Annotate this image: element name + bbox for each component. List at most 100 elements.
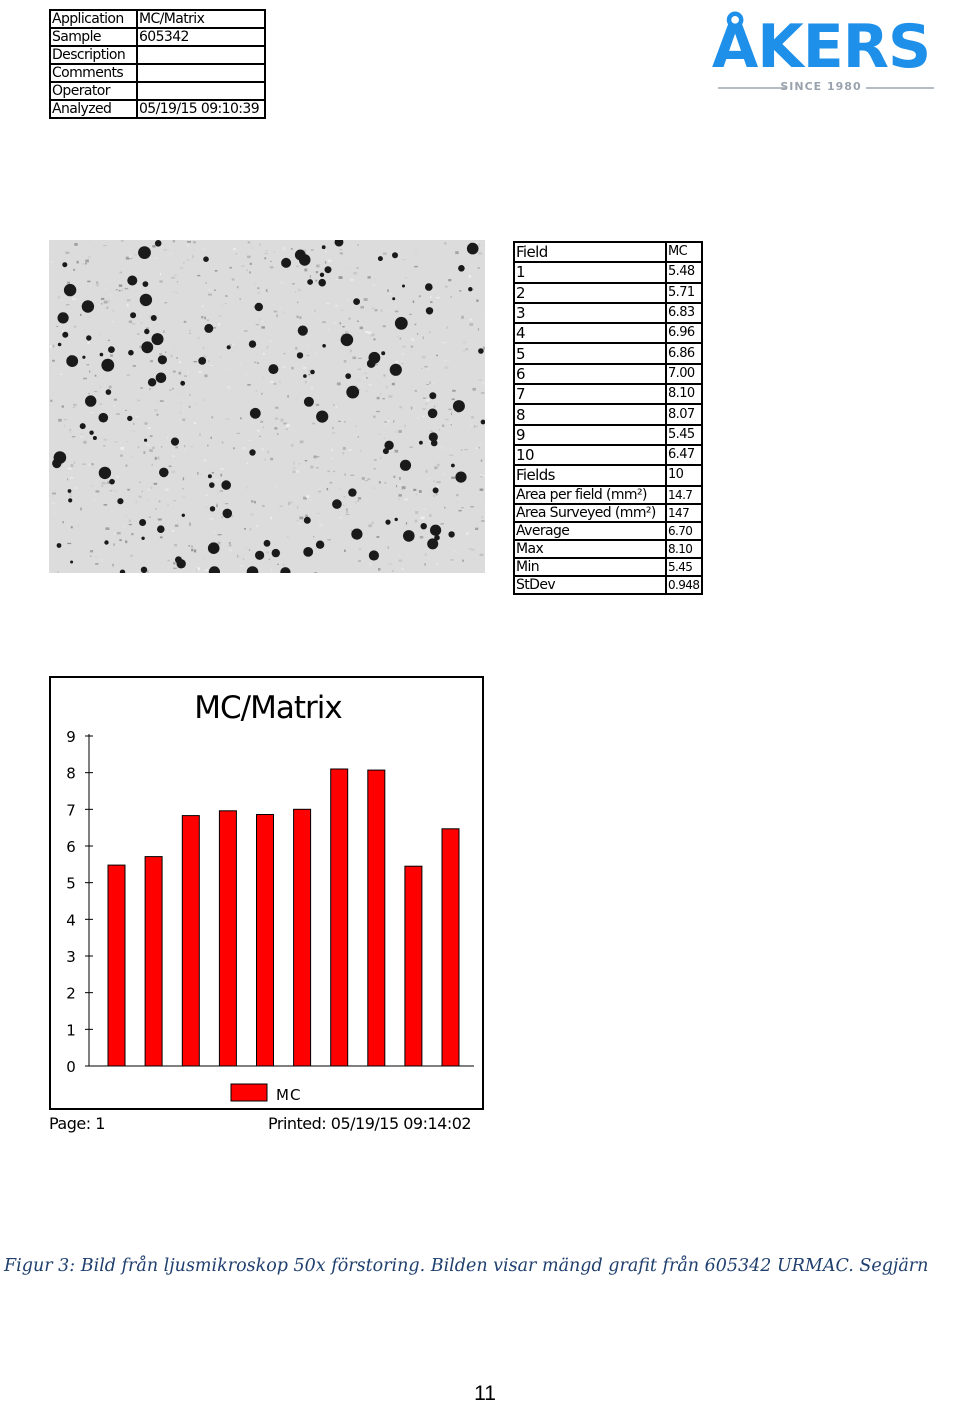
matrix-speckle [338, 488, 341, 489]
matrix-speckle [317, 513, 321, 514]
matrix-speckle [159, 353, 162, 354]
matrix-speckle [358, 369, 361, 370]
graphite-nodule [430, 525, 441, 536]
matrix-speckle [392, 383, 395, 386]
graphite-nodule [151, 315, 157, 321]
matrix-speckle [326, 303, 330, 305]
matrix-speckle [52, 493, 56, 495]
matrix-speckle [77, 525, 81, 527]
matrix-speckle [136, 416, 138, 417]
matrix-speckle [67, 543, 71, 544]
matrix-speckle [112, 321, 115, 323]
matrix-speckle [364, 298, 368, 301]
sample-info-label: Sample [50, 28, 137, 46]
matrix-speckle [70, 480, 71, 482]
matrix-speckle [398, 499, 400, 500]
matrix-speckle [448, 409, 451, 411]
matrix-speckle [116, 413, 120, 414]
graphite-nodule [227, 345, 231, 349]
matrix-speckle [362, 477, 365, 480]
matrix-speckle [331, 449, 333, 452]
results-label: Field [514, 242, 666, 262]
graphite-nodule [369, 550, 379, 560]
graphite-nodule [68, 489, 72, 493]
graphite-nodule [385, 520, 390, 525]
matrix-speckle [333, 471, 335, 472]
figure-caption: Figur 3: Bild från ljusmikroskop 50x för… [4, 1256, 928, 1276]
matrix-speckle [117, 532, 121, 534]
matrix-speckle [417, 333, 418, 335]
matrix-speckle [266, 552, 269, 554]
matrix-speckle [415, 390, 417, 392]
matrix-speckle [109, 386, 112, 389]
graphite-nodule [402, 285, 405, 288]
matrix-speckle [279, 380, 280, 383]
matrix-speckle [365, 480, 369, 481]
matrix-speckle [236, 253, 237, 254]
matrix-speckle [358, 497, 361, 499]
graphite-nodule [421, 523, 427, 529]
matrix-speckle [264, 459, 265, 461]
matrix-speckle [91, 463, 94, 465]
matrix-speckle [197, 337, 199, 339]
matrix-speckle [74, 462, 76, 465]
matrix-speckle [268, 451, 269, 454]
matrix-speckle [419, 295, 421, 297]
matrix-speckle [363, 378, 365, 380]
matrix-speckle [295, 347, 297, 350]
matrix-speckle [435, 378, 438, 380]
matrix-speckle [149, 517, 151, 518]
matrix-speckle [370, 564, 372, 565]
results-label: 7 [514, 384, 666, 404]
matrix-speckle [90, 556, 92, 557]
matrix-speckle [180, 267, 183, 270]
matrix-speckle [240, 299, 241, 300]
matrix-speckle [173, 500, 176, 501]
matrix-speckle [229, 267, 232, 269]
matrix-speckle [62, 406, 64, 408]
graphite-nodule [316, 411, 328, 423]
matrix-speckle [484, 245, 485, 247]
matrix-speckle [350, 475, 354, 476]
matrix-speckle [65, 252, 69, 254]
y-tick-label: 4 [66, 911, 76, 929]
graphite-nodule [390, 364, 402, 376]
matrix-speckle [284, 549, 287, 552]
graphite-nodule [468, 287, 472, 291]
sample-info-value: MC/Matrix [137, 10, 265, 28]
matrix-speckle [291, 367, 293, 370]
graphite-nodule [429, 392, 436, 399]
matrix-speckle [270, 340, 273, 342]
matrix-speckle [346, 299, 349, 301]
matrix-speckle [229, 544, 231, 546]
matrix-speckle [129, 520, 131, 522]
matrix-speckle [247, 256, 251, 259]
matrix-speckle [404, 427, 406, 430]
matrix-speckle [119, 290, 121, 292]
y-tick-label: 3 [66, 948, 76, 966]
matrix-speckle [366, 377, 368, 379]
matrix-speckle [392, 570, 393, 572]
graphite-nodule [58, 343, 62, 347]
matrix-speckle [119, 539, 122, 541]
matrix-speckle [306, 355, 309, 356]
graphite-nodule [467, 243, 479, 255]
matrix-speckle [315, 553, 318, 554]
matrix-speckle [56, 326, 58, 327]
matrix-speckle [62, 521, 64, 523]
matrix-speckle [262, 505, 264, 507]
matrix-speckle [322, 322, 326, 323]
sample-info-value: 05/19/15 09:10:39 [137, 100, 265, 118]
graphite-nodule [130, 312, 136, 318]
matrix-speckle [88, 464, 91, 466]
matrix-speckle [422, 408, 425, 410]
matrix-speckle [444, 516, 448, 518]
matrix-speckle [110, 294, 111, 296]
matrix-speckle [422, 416, 425, 417]
bar-field-8 [368, 770, 385, 1066]
matrix-speckle [83, 441, 87, 444]
matrix-speckle [406, 522, 407, 525]
matrix-speckle [266, 346, 268, 349]
graphite-nodule [322, 245, 326, 249]
